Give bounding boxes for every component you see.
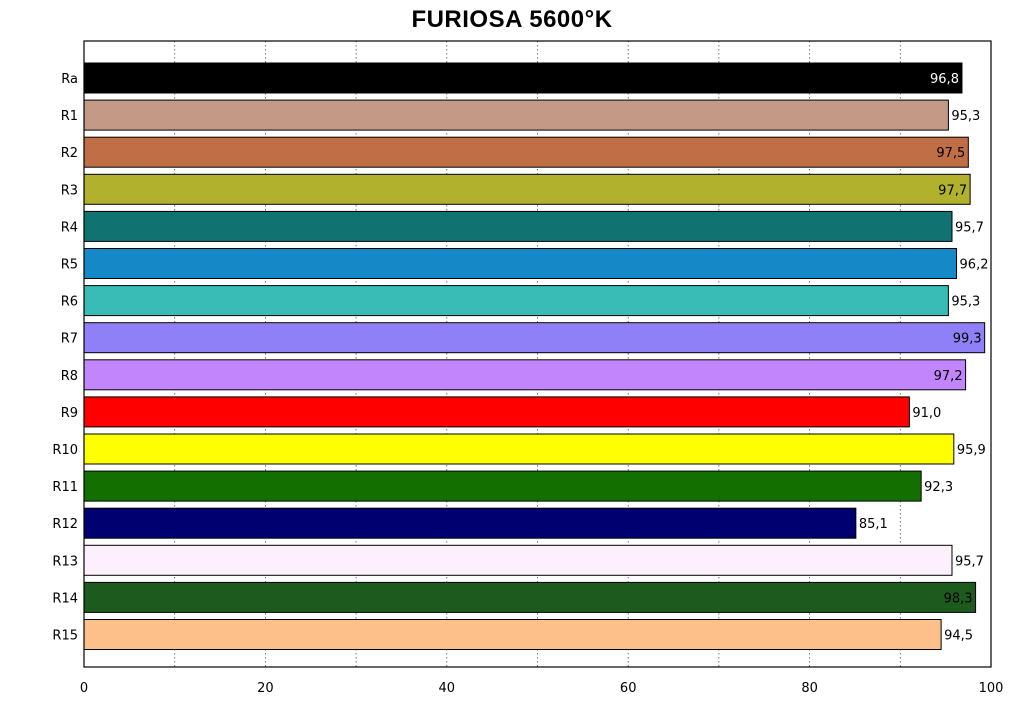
bar-ra (83, 62, 963, 94)
bar-r3 (83, 173, 971, 205)
category-label: R6 (61, 295, 78, 310)
category-label: R15 (52, 629, 78, 644)
bar-r1 (83, 99, 949, 131)
plot-frame (83, 40, 992, 668)
bars: 96,8 95,3 97,5 97,7 95,7 96,2 95,3 99,3 97,2 91,0… (83, 62, 989, 650)
x-axis-ticks: 0 20 40 60 80 100 (80, 681, 1004, 696)
bar-r14 (83, 581, 977, 613)
value-label: 94,5 (944, 629, 973, 644)
category-label: R10 (52, 443, 78, 458)
category-labels: Ra R1 R2 R3 R4 R5 R6 R7 R8 R9 R10 R11 R12 R13 R14 R15 (52, 72, 78, 644)
bar-r5 (83, 248, 958, 279)
category-label: R7 (61, 332, 78, 347)
value-label: 99,3 (953, 332, 982, 347)
category-label: R14 (52, 591, 78, 606)
value-label: 97,5 (936, 146, 965, 161)
value-label: 97,7 (938, 183, 967, 198)
value-label: 96,8 (930, 72, 959, 87)
bar-r10 (83, 433, 955, 465)
category-label: R12 (52, 517, 78, 532)
value-label: 95,3 (951, 109, 980, 124)
bar-r12 (83, 507, 857, 539)
category-label: R3 (61, 183, 78, 198)
category-label: R13 (52, 554, 78, 569)
value-label: 92,3 (924, 480, 953, 495)
x-tick-label: 40 (439, 681, 456, 696)
chart-title: FURIOSA 5600°K (411, 6, 613, 33)
value-label: 97,2 (934, 369, 963, 384)
category-label: Ra (61, 72, 78, 87)
category-label: R4 (61, 220, 78, 235)
bar-r7 (83, 322, 986, 354)
value-label: 95,7 (955, 220, 984, 235)
value-label: 98,3 (944, 591, 973, 606)
x-tick-label: 60 (620, 681, 637, 696)
category-label: R9 (61, 406, 78, 421)
value-label: 96,2 (960, 258, 989, 273)
bar-r2 (83, 136, 969, 168)
bar-r6 (83, 285, 949, 317)
category-label: R2 (61, 146, 78, 161)
bar-r8 (83, 359, 967, 391)
bar-r4 (83, 210, 953, 242)
category-label: R1 (61, 109, 78, 124)
value-label: 95,3 (951, 295, 980, 310)
category-label: R5 (61, 258, 78, 273)
value-label: 91,0 (912, 406, 941, 421)
value-label: 95,9 (957, 443, 986, 458)
category-label: R8 (61, 369, 78, 384)
bar-r11 (83, 470, 922, 502)
x-tick-label: 80 (801, 681, 818, 696)
category-label: R11 (52, 480, 78, 495)
value-label: 95,7 (955, 554, 984, 569)
bar-r9 (83, 396, 910, 428)
value-label: 85,1 (859, 517, 888, 532)
x-tick-label: 20 (257, 681, 274, 696)
x-tick-label: 100 (979, 681, 1004, 696)
bar-r13 (83, 544, 953, 576)
bar-r15 (83, 619, 942, 650)
x-tick-label: 0 (80, 681, 88, 696)
